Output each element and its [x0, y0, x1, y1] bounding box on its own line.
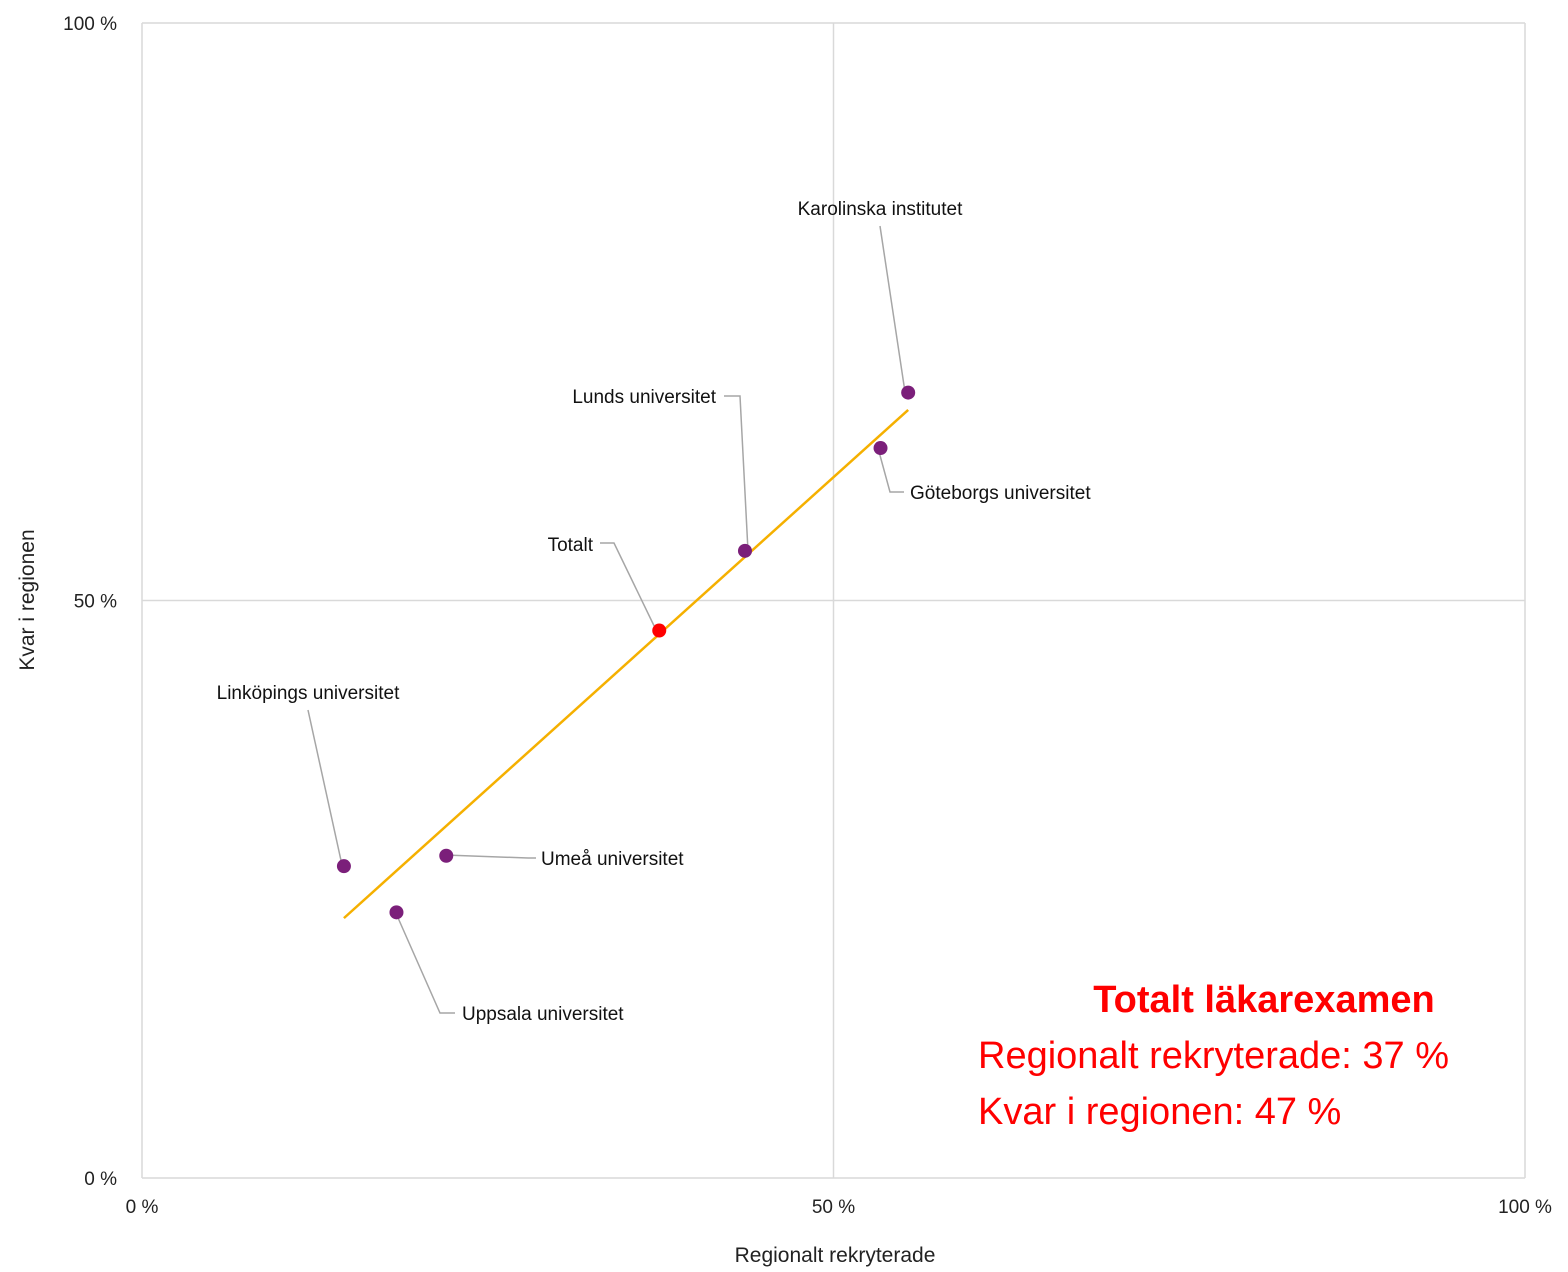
point-label: Linköpings universitet — [217, 683, 400, 704]
summary-regionalt: Regionalt rekryterade: 37 % — [978, 1035, 1449, 1077]
trendline — [343, 408, 910, 920]
leader-line — [307, 709, 343, 866]
point-label: Totalt — [548, 535, 594, 556]
leader-line — [877, 447, 904, 493]
point-labels: Karolinska institutet Göteborgs universit… — [217, 199, 1092, 1025]
x-tick-label: 100 % — [1498, 1197, 1552, 1218]
leader-lines — [307, 225, 906, 1014]
leader-line — [879, 225, 906, 393]
point-label: Uppsala universitet — [462, 1004, 624, 1025]
x-tick-label: 50 % — [812, 1197, 855, 1218]
data-point — [652, 623, 667, 638]
leader-line — [600, 542, 659, 635]
summary-title: Totalt läkarexamen — [1093, 979, 1434, 1021]
data-point — [439, 848, 454, 863]
point-label: Karolinska institutet — [798, 199, 963, 220]
summary-kvar: Kvar i regionen: 47 % — [978, 1091, 1341, 1133]
data-point — [389, 905, 404, 920]
data-point — [873, 441, 888, 456]
y-tick-label: 100 % — [63, 14, 117, 35]
trendline-group — [343, 408, 910, 920]
data-point — [901, 385, 916, 400]
point-label: Lunds universitet — [572, 387, 716, 408]
point-label: Göteborgs universitet — [910, 483, 1091, 504]
y-tick-label: 0 % — [84, 1169, 117, 1190]
leader-line — [724, 395, 749, 552]
leader-line — [394, 910, 455, 1014]
data-point — [737, 543, 752, 558]
data-point — [336, 859, 351, 874]
point-label: Umeå universitet — [541, 849, 684, 870]
x-tick-label: 0 % — [126, 1197, 159, 1218]
data-points — [336, 385, 916, 920]
y-tick-label: 50 % — [74, 592, 117, 613]
x-axis-title: Regionalt rekryterade — [735, 1244, 936, 1267]
y-axis-title: Kvar i regionen — [16, 529, 39, 670]
axis-ticks: 0 % 50 % 100 % 0 % 50 % 100 % — [63, 14, 1552, 1218]
leader-line — [444, 854, 536, 859]
grid-lines — [141, 22, 1526, 1179]
